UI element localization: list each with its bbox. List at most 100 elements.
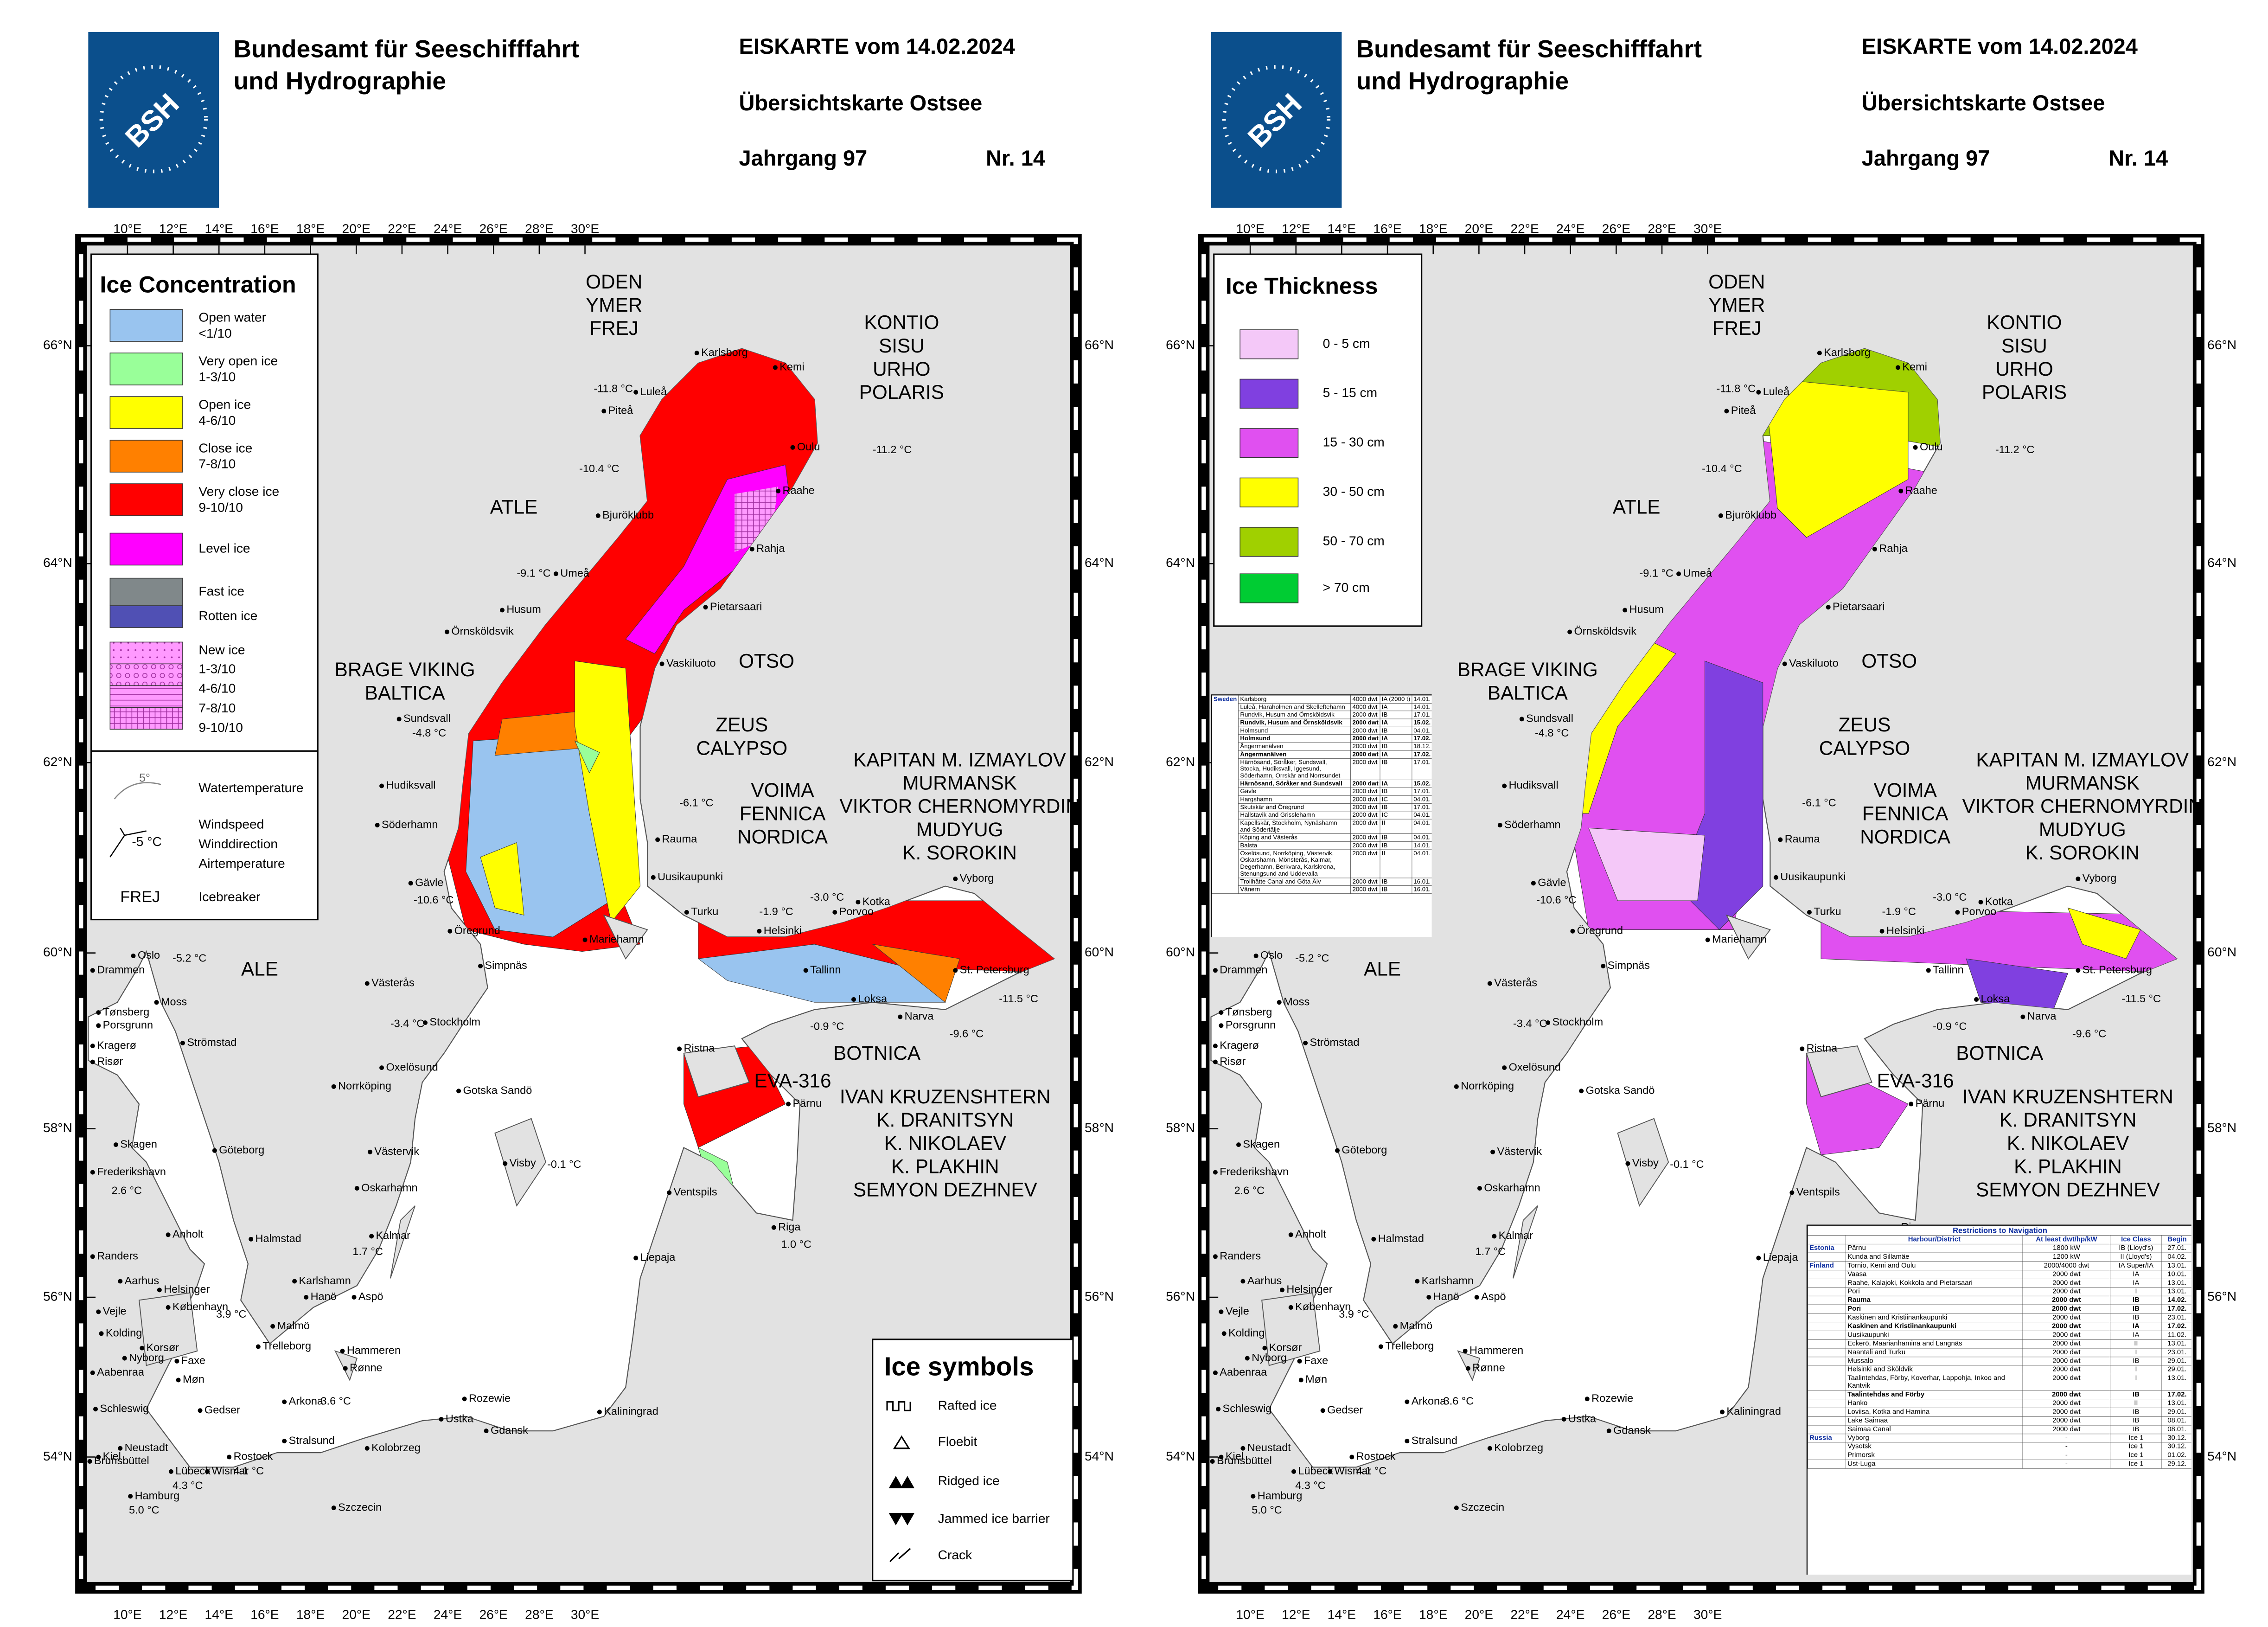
place-name: Kolobrzeg [371, 1441, 421, 1454]
org-name: und Hydrographie [234, 68, 446, 95]
place-dot [1601, 963, 1606, 968]
lon-label: 26°E [479, 221, 508, 236]
temperature: -6.1 °C [679, 796, 713, 808]
place-name: Aspö [358, 1290, 383, 1302]
lat-label: 66°N [1085, 337, 1114, 352]
country-cell [1808, 1442, 1846, 1452]
table-cell: 08.01. [2161, 1425, 2191, 1434]
country-cell [1808, 1278, 1846, 1288]
legend-label: Winddirection [198, 836, 278, 851]
temperature: -3.0 °C [810, 891, 844, 903]
place-name: Korsør [1269, 1341, 1302, 1353]
table-cell: Holmsund [1238, 734, 1351, 743]
table-cell: 14.01. [1412, 695, 1432, 704]
lat-label: 56°N [43, 1288, 72, 1303]
lon-label: 14°E [1328, 221, 1356, 236]
lon-label: 28°E [1648, 1607, 1676, 1621]
place-dot [1236, 1142, 1241, 1147]
place-dot [1623, 608, 1628, 613]
place-name: Hammeren [347, 1344, 401, 1356]
table-row: Ångermanälven 2000 dwt IB 18.12. [1212, 742, 1432, 751]
place-name: Gdansk [491, 1424, 528, 1436]
icebreaker-name: K. PLAKHIN [2014, 1155, 2122, 1177]
place-dot [96, 1023, 101, 1028]
legend-label: 7-8/10 [198, 700, 236, 715]
place-dot [1676, 571, 1681, 576]
temperature: -0.9 °C [1933, 1020, 1967, 1032]
temperature: -0.9 °C [810, 1020, 844, 1032]
lon-label: 12°E [1282, 1607, 1310, 1621]
table-cell: 04.01. [1412, 849, 1432, 878]
place-dot [684, 910, 689, 915]
place-name: Pietarsaari [710, 600, 762, 612]
place-dot [256, 1344, 261, 1349]
table-row: Skutskär and Öregrund 2000 dwt IB 17.01. [1212, 803, 1432, 812]
table-cell: Hanko [1846, 1399, 2023, 1408]
place-dot [1297, 1358, 1302, 1364]
table-cell: 17.01. [1412, 711, 1432, 719]
table-cell: 27.01. [2161, 1243, 2191, 1253]
table-cell: Holmsund [1238, 726, 1351, 735]
place-dot [2076, 876, 2081, 881]
table-cell: IC [1380, 811, 1412, 820]
lat-label: 58°N [2207, 1120, 2236, 1135]
table-cell: Kunda and Sillamäe [1846, 1252, 2023, 1262]
legend-swatch [1239, 329, 1299, 359]
place-name: Mariehamn [1712, 933, 1766, 945]
place-name: Sundsvall [403, 712, 451, 724]
place-name: Aarhus [1247, 1275, 1282, 1287]
place-dot [1279, 1288, 1284, 1293]
temperature: 4.3 °C [172, 1479, 203, 1491]
place-name: Liepaja [640, 1251, 676, 1263]
table-cell: 04.02. [2161, 1252, 2191, 1262]
table-cell: Köping and Västerås [1238, 833, 1351, 842]
table-cell: II (Lloyd's) [2110, 1252, 2162, 1262]
place-dot [1872, 546, 1877, 551]
lon-label: 24°E [434, 221, 462, 236]
ice-area [480, 842, 524, 916]
place-name: Karlshamn [1422, 1275, 1474, 1287]
icebreaker-name: BOTNICA [1956, 1042, 2044, 1064]
place-name: Gävle [415, 877, 443, 889]
table-cell: 11.02. [2161, 1330, 2191, 1340]
table-cell: 2000 dwt [1350, 795, 1380, 804]
table-cell: Karlsborg [1238, 695, 1351, 704]
place-name: Narva [905, 1010, 934, 1022]
place-dot [456, 1089, 461, 1094]
lat-label: 64°N [1085, 555, 1114, 570]
place-name: Gotska Sandö [463, 1084, 532, 1096]
place-dot [166, 1232, 171, 1237]
place-dot [597, 1409, 602, 1415]
symbol-sample [889, 1548, 911, 1563]
lon-label: 18°E [1419, 221, 1447, 236]
table-row: Kaskinen and Kristiinankaupunki 2000 dwt I… [1808, 1313, 2191, 1323]
place-name: Piteå [608, 404, 633, 416]
table-row: Kaskinen and Kristiinankaupunki 2000 dwt I… [1808, 1322, 2191, 1331]
place-dot [832, 910, 837, 915]
table-cell: 4000 dwt [1350, 703, 1380, 711]
place-name: Göteborg [1342, 1144, 1387, 1156]
table-cell: 2000 dwt [1350, 811, 1380, 820]
place-name: Hanö [311, 1290, 337, 1302]
place-name: Schleswig [100, 1402, 149, 1414]
table-row: Hargshamn 2000 dwt IC 04.01. [1212, 795, 1432, 804]
place-dot [1465, 1366, 1470, 1371]
lon-label: 14°E [1328, 1607, 1356, 1621]
place-name: Kalmar [376, 1230, 411, 1242]
org-name: Bundesamt für Seeschifffahrt [1356, 36, 1702, 63]
table-cell: Uusikaupunki [1846, 1330, 2023, 1340]
place-name: Anholt [1295, 1228, 1326, 1240]
place-dot [447, 929, 453, 934]
table-cell: 30.12. [2161, 1434, 2191, 1443]
table-cell: 2000 dwt [2022, 1339, 2111, 1349]
place-name: Møn [1305, 1373, 1327, 1385]
place-dot [174, 1358, 179, 1364]
lat-label: 66°N [2207, 337, 2236, 352]
lon-label: 12°E [159, 1607, 187, 1621]
table-cell: IB [1380, 885, 1412, 894]
table-row: Sweden Karlsborg 4000 dwt IA (2000 t) 14.01. [1212, 695, 1432, 894]
place-name: Örnsköldsvik [451, 625, 514, 637]
place-name: Örnsköldsvik [1574, 625, 1637, 637]
place-name: Västervik [1497, 1145, 1542, 1157]
temperature: -3.4 °C [390, 1017, 424, 1029]
